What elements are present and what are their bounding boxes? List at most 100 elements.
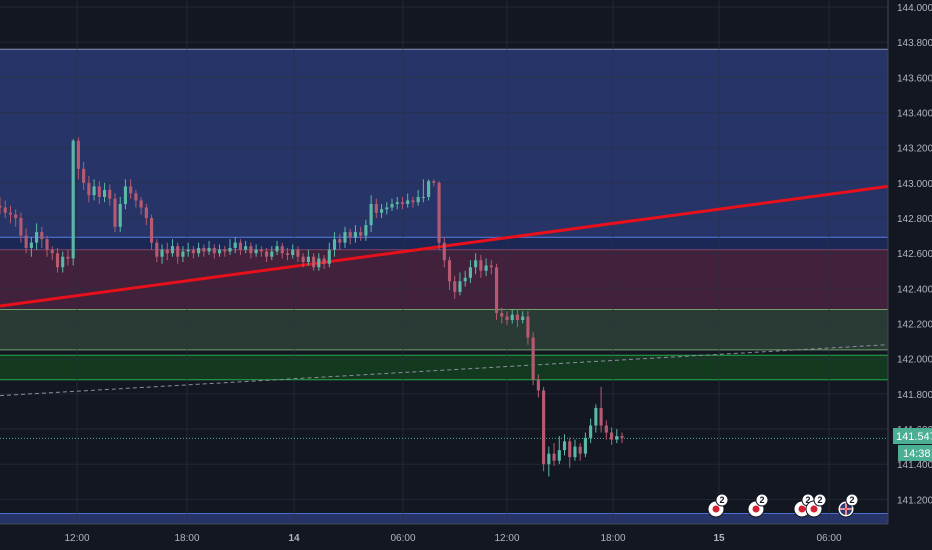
candle-body bbox=[291, 249, 295, 255]
price-tick-label: 142.800 bbox=[897, 214, 932, 225]
candle-body bbox=[411, 200, 415, 203]
price-tick-label: 141.200 bbox=[897, 495, 932, 506]
candle-body bbox=[615, 436, 619, 440]
candle-body bbox=[40, 232, 44, 240]
candle-body bbox=[453, 281, 457, 292]
candle-body bbox=[102, 189, 107, 197]
candle-body bbox=[254, 249, 258, 254]
candle-body bbox=[45, 239, 49, 250]
event-count-bubble bbox=[813, 493, 827, 507]
candle-body bbox=[374, 203, 378, 213]
candle-body bbox=[123, 186, 128, 204]
japan-flag-disc bbox=[810, 505, 818, 513]
price-tick-label: 142.400 bbox=[897, 284, 932, 295]
candle-body bbox=[327, 249, 331, 264]
candle-body bbox=[228, 247, 232, 252]
candle-body bbox=[301, 256, 305, 262]
candle-body bbox=[395, 202, 399, 204]
candle-body bbox=[191, 249, 195, 254]
candle-body bbox=[458, 281, 462, 292]
time-axis-labels: 12:00 18:00 14 06:00 12:00 18:00 15 06:00 bbox=[64, 533, 841, 544]
zone-band bbox=[0, 355, 888, 380]
candle-body bbox=[134, 193, 138, 201]
candle-body bbox=[249, 246, 253, 254]
time-tick-label: 18:00 bbox=[174, 533, 199, 544]
event-count-bubble bbox=[755, 493, 769, 507]
candle-body bbox=[170, 246, 175, 254]
event-count-bubble bbox=[715, 493, 729, 507]
event-count-label: 2 bbox=[759, 495, 764, 505]
candle-body bbox=[463, 277, 467, 282]
candle-body bbox=[144, 207, 148, 219]
candle-body bbox=[604, 425, 608, 433]
time-axis[interactable] bbox=[0, 524, 932, 550]
candle-body bbox=[306, 256, 310, 262]
price-tick-label: 143.400 bbox=[897, 109, 932, 120]
candle-body bbox=[385, 207, 389, 210]
price-tick-label: 142.200 bbox=[897, 320, 932, 331]
candle-body bbox=[484, 265, 488, 271]
candle-body bbox=[515, 314, 520, 321]
candle-body bbox=[150, 218, 154, 243]
candle-body bbox=[573, 446, 577, 458]
japan-flag-disc bbox=[752, 505, 760, 513]
candle-body bbox=[416, 196, 420, 203]
countdown-badge bbox=[898, 445, 932, 461]
candle-body bbox=[139, 200, 143, 208]
candle-body bbox=[317, 258, 321, 268]
time-tick-label: 06:00 bbox=[816, 533, 841, 544]
candle-body bbox=[223, 249, 227, 252]
candle-body bbox=[332, 239, 337, 250]
candle-body bbox=[594, 407, 598, 426]
candle-body bbox=[82, 168, 86, 183]
time-tick-label: 12:00 bbox=[64, 533, 89, 544]
candle-body bbox=[29, 242, 33, 248]
candle-body bbox=[489, 265, 493, 268]
candle-body bbox=[494, 267, 499, 313]
candle-body bbox=[505, 316, 509, 321]
candle-body bbox=[87, 182, 91, 196]
candle-body bbox=[280, 246, 284, 254]
candle-body bbox=[542, 390, 546, 465]
candle-body bbox=[369, 203, 373, 226]
candle-body bbox=[432, 181, 436, 183]
price-tick-label: 142.000 bbox=[897, 355, 932, 366]
candle-body bbox=[197, 247, 201, 254]
candle-body bbox=[207, 247, 211, 252]
zone-band bbox=[0, 513, 888, 524]
candle-body bbox=[160, 249, 164, 257]
candle-body bbox=[343, 232, 347, 243]
event-count-label: 2 bbox=[817, 495, 822, 505]
candle-body bbox=[270, 251, 274, 257]
candle-body bbox=[8, 212, 13, 215]
candle-body bbox=[61, 256, 65, 268]
price-tick-label: 143.600 bbox=[897, 73, 932, 84]
candle-body bbox=[536, 379, 540, 391]
candle-body bbox=[557, 450, 561, 461]
candle-body bbox=[118, 203, 122, 227]
candle-body bbox=[322, 258, 326, 264]
candle-body bbox=[244, 246, 248, 250]
japan-flag-disc bbox=[798, 505, 806, 513]
countdown-label: 14:38 bbox=[903, 448, 931, 460]
candle-body bbox=[510, 314, 514, 321]
time-tick-label: 18:00 bbox=[600, 533, 625, 544]
candle-body bbox=[55, 253, 60, 268]
candle-body bbox=[531, 337, 535, 380]
candle-body bbox=[202, 247, 206, 252]
price-tick-label: 141.800 bbox=[897, 390, 932, 401]
candle-body bbox=[552, 453, 556, 461]
zone-band bbox=[0, 309, 888, 350]
candle-body bbox=[620, 436, 624, 438]
time-tick-label: 14 bbox=[288, 533, 300, 544]
candles-layer bbox=[0, 137, 624, 477]
candle-body bbox=[259, 249, 263, 252]
candle-body bbox=[113, 198, 117, 227]
price-tick-label: 143.000 bbox=[897, 179, 932, 190]
grid-layer bbox=[0, 0, 888, 524]
candle-body bbox=[599, 407, 603, 426]
candle-body bbox=[129, 186, 133, 194]
dashed-line bbox=[0, 344, 889, 397]
